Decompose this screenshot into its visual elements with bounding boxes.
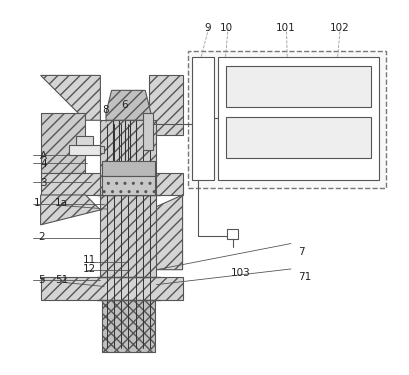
Polygon shape (40, 113, 85, 172)
Text: 12: 12 (82, 264, 96, 274)
Text: 3: 3 (40, 178, 47, 188)
Bar (218, 57, 378, 180)
Text: 51: 51 (56, 275, 69, 285)
Bar (100, 195, 156, 277)
Text: 102: 102 (329, 22, 348, 33)
Text: 7: 7 (297, 247, 304, 257)
Polygon shape (40, 172, 182, 195)
Bar (143, 113, 152, 150)
Polygon shape (76, 136, 93, 144)
Text: 101: 101 (275, 22, 294, 33)
Text: 6: 6 (121, 99, 128, 109)
Text: 11: 11 (82, 255, 96, 266)
Bar (68, 144, 100, 155)
Text: 103: 103 (230, 268, 250, 278)
Bar (191, 57, 213, 180)
Text: 2: 2 (38, 232, 45, 242)
Text: 1a: 1a (54, 198, 67, 208)
Bar (225, 117, 371, 158)
Bar (102, 161, 154, 176)
Text: 9: 9 (204, 22, 210, 33)
Text: 10: 10 (220, 22, 233, 33)
Bar (188, 51, 385, 188)
Bar (102, 300, 154, 352)
Text: 1: 1 (34, 198, 40, 208)
Polygon shape (148, 75, 182, 135)
Text: 8: 8 (102, 105, 108, 115)
Polygon shape (40, 277, 182, 300)
Polygon shape (148, 195, 182, 270)
Text: 4: 4 (40, 159, 47, 170)
Text: A: A (40, 151, 47, 161)
Bar (100, 146, 104, 153)
Polygon shape (40, 195, 100, 225)
Bar (102, 176, 154, 195)
Text: 5: 5 (38, 275, 45, 285)
Bar (225, 66, 371, 107)
Polygon shape (106, 90, 151, 120)
Bar (227, 229, 237, 239)
Bar (100, 120, 156, 195)
Text: 71: 71 (298, 272, 311, 282)
Polygon shape (40, 75, 100, 120)
